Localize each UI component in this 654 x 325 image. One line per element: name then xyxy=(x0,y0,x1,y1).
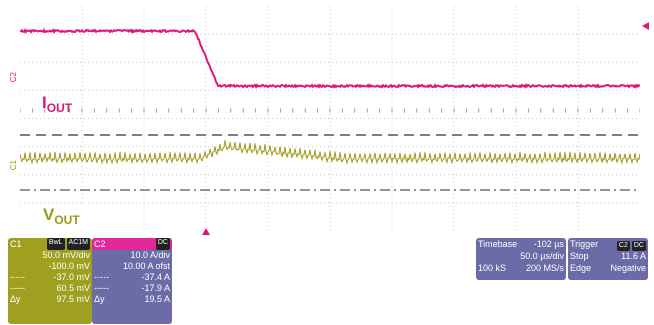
c2-channel-panel[interactable]: C2 DC 10.0 A/div 10.00 A ofst -·-·- -37.4… xyxy=(92,238,172,324)
c2-m2: -17.9 A xyxy=(120,283,172,294)
c1-channel-panel[interactable]: C1 BwL AC1M 50.0 mV/div -100.0 mV -·-·- -… xyxy=(8,238,92,324)
iout-label: IOUT xyxy=(42,93,72,115)
timebase-samples: 100 kS xyxy=(478,262,521,274)
c1-m2: 60.5 mV xyxy=(36,283,92,294)
timebase-panel[interactable]: Timebase -102 µs 50.0 µs/div 100 kS 200 MS… xyxy=(476,238,566,280)
c2-m1-line-icon: -·-·- xyxy=(92,272,120,283)
vout-waveform xyxy=(20,140,640,163)
c1-trace-tag[interactable]: C1 xyxy=(9,160,18,170)
c1-panel-header: C1 BwL AC1M xyxy=(8,238,92,250)
trigger-type: Edge xyxy=(570,262,608,274)
trigger-position-marker[interactable] xyxy=(202,228,210,235)
c2-dy-label: Δy xyxy=(92,294,120,305)
c2-name: C2 xyxy=(94,238,154,250)
vout-label-sub: OUT xyxy=(54,213,79,227)
c1-bwl-badge: BwL xyxy=(47,238,65,250)
vout-label: VOUT xyxy=(40,205,83,227)
c2-coupling-badge: DC xyxy=(156,238,170,250)
timebase-div: 50.0 µs/div xyxy=(478,250,564,262)
trigger-level-marker[interactable] xyxy=(642,22,649,30)
c1-coupling-badge: AC1M xyxy=(67,238,90,250)
trigger-panel[interactable]: Trigger C2 DC Stop 11.6 A Edge Negative xyxy=(568,238,648,280)
c1-name: C1 xyxy=(10,238,45,250)
c1-offset: -100.0 mV xyxy=(8,261,92,272)
trigger-level: 11.6 A xyxy=(608,250,646,262)
c2-m1: -37.4 A xyxy=(120,272,172,283)
trigger-label: Trigger xyxy=(570,238,608,250)
c2-dy: 19.5 A xyxy=(120,294,172,305)
trigger-slope: Negative xyxy=(608,262,646,274)
waveform-grid xyxy=(20,6,640,231)
c1-vdiv: 50.0 mV/div xyxy=(8,250,92,261)
timebase-label: Timebase xyxy=(478,238,521,250)
c2-offset: 10.00 A ofst xyxy=(92,261,172,272)
timebase-value: -102 µs xyxy=(521,238,564,250)
timebase-rate: 200 MS/s xyxy=(521,262,564,274)
c1-m1: -37.0 mV xyxy=(36,272,92,283)
c2-trace-tag[interactable]: C2 xyxy=(9,72,18,82)
c2-panel-header: C2 DC xyxy=(92,238,172,250)
c1-dy: 97.5 mV xyxy=(36,294,92,305)
c1-m1-line-icon: -·-·- xyxy=(8,272,36,283)
c2-m2-line-icon: ----- xyxy=(92,283,120,294)
vout-label-main: V xyxy=(43,205,54,224)
trigger-mode: Stop xyxy=(570,250,608,262)
c1-dy-label: Δy xyxy=(8,294,36,305)
c2-adiv: 10.0 A/div xyxy=(92,250,172,261)
iout-label-sub: OUT xyxy=(47,101,72,115)
c1-m2-line-icon: ----- xyxy=(8,283,36,294)
